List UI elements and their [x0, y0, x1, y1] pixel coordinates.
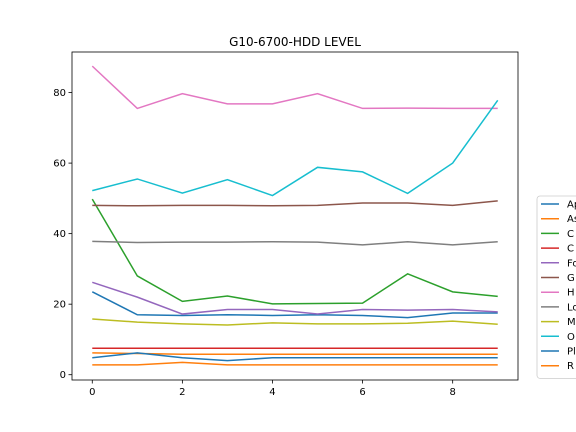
y-tick-label: 80 — [53, 88, 66, 99]
legend-label-0: Ap — [567, 200, 576, 211]
x-tick-label: 4 — [269, 387, 275, 398]
legend-label-6: H — [567, 288, 575, 299]
x-tick-label: 0 — [89, 387, 95, 398]
legend-label-1: As — [567, 214, 576, 225]
x-tick-label: 6 — [359, 387, 365, 398]
chart-title: G10-6700-HDD LEVEL — [229, 35, 361, 49]
legend: Ap As CC Fo GH Lo MO Pl R — [536, 195, 576, 379]
series-line-0 — [91, 291, 498, 319]
legend-label-5: G — [567, 273, 575, 284]
legend-label-8: M — [567, 317, 576, 328]
legend-label-7: Lo — [567, 302, 576, 313]
x-tick-label: 8 — [449, 387, 455, 398]
series-line-6 — [91, 65, 498, 110]
series-line-8 — [92, 318, 498, 326]
series-line-9 — [92, 99, 499, 197]
y-tick-label: 0 — [60, 370, 66, 381]
legend-label-11: R — [567, 361, 574, 372]
series-line-5 — [92, 200, 498, 207]
legend-label-9: O — [567, 332, 575, 343]
legend-label-10: Pl — [567, 347, 576, 358]
series-line-10 — [92, 352, 498, 362]
y-tick-label: 40 — [53, 229, 66, 240]
legend-label-3: C — [567, 244, 574, 255]
series-line-1 — [92, 352, 498, 355]
legend-box — [536, 195, 576, 379]
y-tick-label: 20 — [53, 300, 66, 311]
series-line-11 — [92, 361, 498, 366]
series-line-2 — [91, 198, 498, 305]
x-tick-label: 2 — [179, 387, 185, 398]
legend-label-4: Fo — [567, 258, 576, 269]
y-tick-label: 60 — [53, 159, 66, 170]
legend-label-2: C — [567, 229, 574, 240]
plot-frame — [71, 51, 519, 381]
series-lines — [91, 65, 499, 366]
series-line-4 — [92, 281, 498, 315]
series-line-7 — [92, 240, 498, 246]
